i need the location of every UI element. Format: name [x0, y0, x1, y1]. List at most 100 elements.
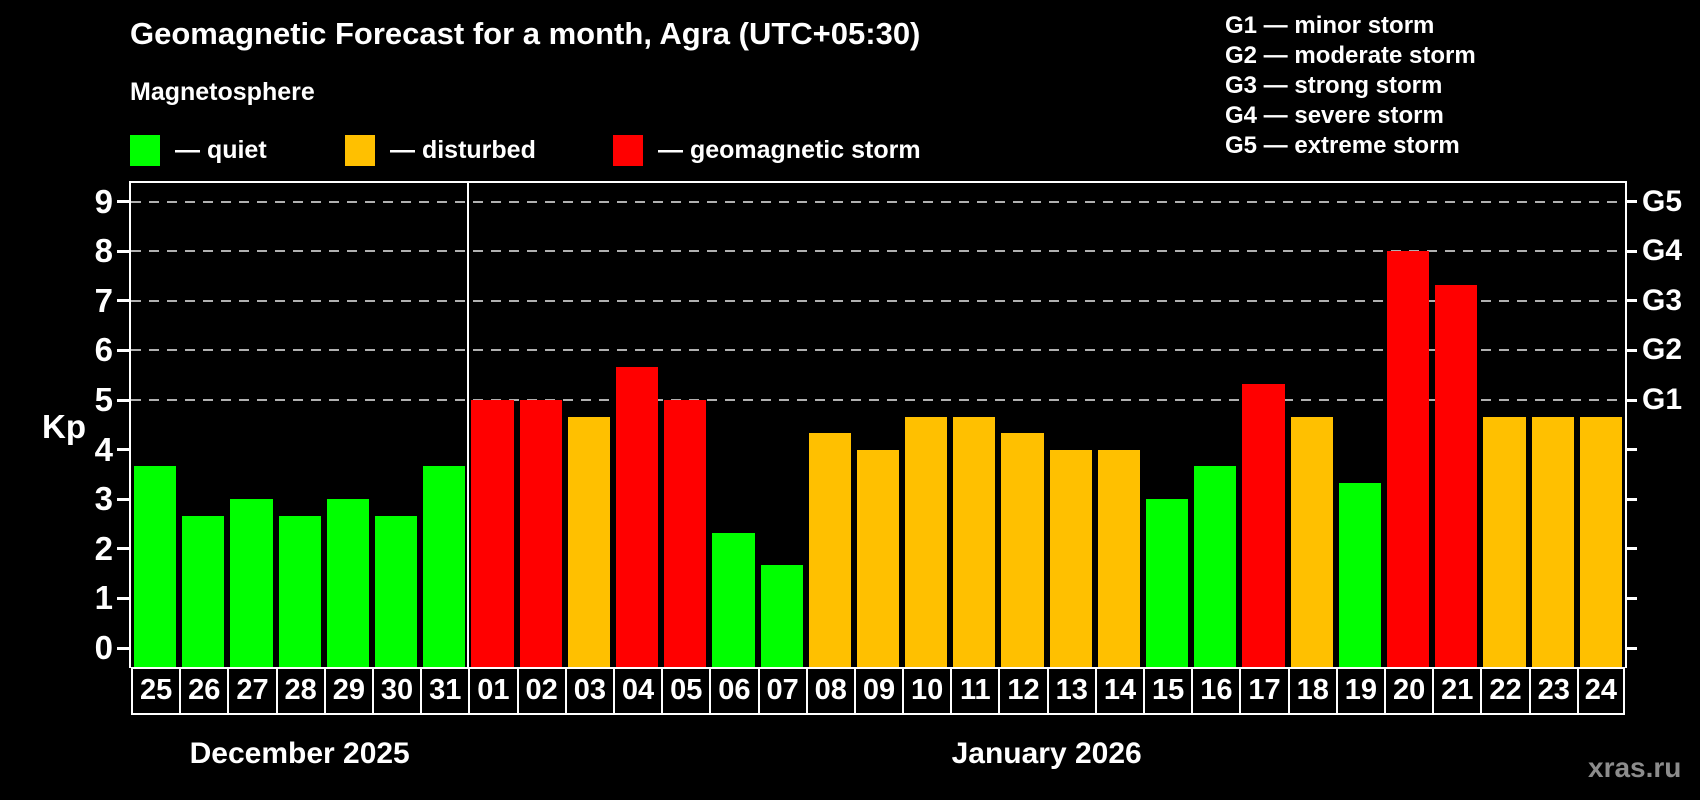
- date-box-29: 29: [323, 667, 374, 715]
- g-axis-label-g1: G1: [1642, 383, 1683, 416]
- kp-bar-day-28: [278, 515, 321, 668]
- g-scale-legend: G1 — minor storm G2 — moderate storm G3 …: [1225, 11, 1476, 161]
- kp-bar-day-12: [1001, 433, 1044, 668]
- right-tick-9: [1625, 200, 1637, 204]
- plot-area: 0 1 2 3 4 5 6 7 8 9 G1 G2 G3 G4 G5: [95, 181, 1682, 668]
- kp-bar-day-25: [134, 466, 177, 668]
- left-tick-6: [117, 348, 129, 352]
- kp-bar-day-09: [856, 449, 900, 668]
- kp-bar-day-06: [712, 532, 755, 668]
- left-tick-2: [117, 547, 129, 551]
- y-tick-label-5: 5: [94, 381, 113, 418]
- y-tick-label-9: 9: [94, 182, 113, 220]
- kp-bar-day-08: [808, 433, 851, 668]
- date-box-23: 23: [1528, 667, 1579, 715]
- date-box-19: 19: [1335, 667, 1387, 715]
- gridline-kp7: [131, 299, 1625, 302]
- g-axis-label-g3: G3: [1642, 283, 1683, 317]
- date-box-21: 21: [1432, 667, 1483, 715]
- kp-bar-day-10: [905, 416, 948, 668]
- plot-frame-left: [129, 181, 131, 668]
- plot-frame-top: [129, 181, 1627, 183]
- g3-legend-line: G3 — strong storm: [1225, 72, 1443, 99]
- left-tick-3: [117, 497, 129, 501]
- left-tick-7: [117, 299, 129, 303]
- kp-bar-day-04: [615, 366, 659, 668]
- date-box-03: 03: [564, 667, 615, 715]
- g4-legend-line: G4 — severe storm: [1225, 102, 1444, 129]
- kp-bar-day-20: [1387, 251, 1430, 668]
- chart-title: Geomagnetic Forecast for a month, Agra (…: [130, 16, 921, 51]
- date-box-24: 24: [1576, 667, 1625, 715]
- date-box-07: 07: [757, 667, 808, 715]
- date-box-10: 10: [902, 667, 953, 715]
- kp-bar-day-24: [1579, 416, 1622, 668]
- date-box-13: 13: [1046, 667, 1097, 715]
- date-box-12: 12: [998, 667, 1049, 715]
- date-box-14: 14: [1094, 667, 1146, 715]
- date-box-15: 15: [1143, 667, 1194, 715]
- legend-item-storm: — geomagnetic storm: [613, 134, 921, 166]
- g-axis-label-g4: G4: [1642, 234, 1683, 268]
- storm-color-swatch: [613, 134, 643, 166]
- date-box-28: 28: [275, 667, 326, 715]
- date-box-22: 22: [1480, 667, 1531, 715]
- right-tick-8: [1625, 249, 1637, 253]
- left-tick-8: [117, 249, 129, 253]
- month-label-december: December 2025: [189, 737, 410, 770]
- kp-bar-day-17: [1242, 383, 1285, 668]
- left-tick-1: [117, 596, 129, 600]
- date-box-26: 26: [179, 667, 230, 715]
- kp-bar-day-30: [374, 515, 418, 668]
- y-tick-label-6: 6: [94, 331, 113, 369]
- left-tick-0: [117, 646, 129, 650]
- gridline-kp6: [131, 349, 1625, 352]
- kp-bar-day-14: [1097, 449, 1141, 668]
- date-box-16: 16: [1191, 667, 1242, 715]
- kp-bar-day-02: [519, 400, 562, 668]
- date-box-20: 20: [1384, 667, 1435, 715]
- right-tick-0: [1625, 646, 1637, 650]
- right-tick-7: [1625, 299, 1637, 303]
- date-box-01: 01: [468, 667, 519, 715]
- g1-legend-line: G1 — minor storm: [1225, 12, 1435, 39]
- date-box-11: 11: [950, 667, 1001, 715]
- g-axis-label-g2: G2: [1642, 333, 1683, 367]
- legend-item-quiet: — quiet: [130, 134, 267, 166]
- y-tick-label-3: 3: [94, 480, 113, 518]
- date-box-05: 05: [661, 667, 712, 715]
- kp-bar-day-16: [1194, 466, 1237, 668]
- kp-bar-day-11: [953, 416, 996, 668]
- kp-bar-day-21: [1435, 284, 1478, 668]
- date-box-04: 04: [612, 667, 664, 715]
- y-tick-label-1: 1: [94, 579, 113, 617]
- legend-item-disturbed: — disturbed: [345, 134, 536, 166]
- plot-frame-right: [1625, 181, 1627, 668]
- gridline-kp8: [131, 250, 1625, 253]
- g5-legend-line: G5 — extreme storm: [1225, 132, 1460, 159]
- left-tick-4: [117, 448, 129, 452]
- y-tick-label-8: 8: [94, 232, 113, 270]
- date-box-08: 08: [805, 667, 856, 715]
- kp-bar-day-13: [1049, 449, 1092, 668]
- gridline-kp9: [131, 200, 1625, 203]
- kp-bar-day-07: [760, 565, 803, 668]
- y-tick-label-7: 7: [94, 281, 113, 319]
- legend-label-storm: — geomagnetic storm: [658, 135, 921, 164]
- right-tick-3: [1625, 497, 1637, 501]
- kp-bar-day-26: [182, 515, 225, 668]
- chart-subtitle: Magnetosphere: [130, 78, 315, 106]
- right-tick-6: [1625, 348, 1637, 352]
- date-box-31: 31: [420, 667, 471, 715]
- g-axis-label-g5: G5: [1642, 184, 1683, 218]
- date-axis: 25 26 27 28 29 30 31 01 02 03 04 05 06 07 08 09 10 11 12 13…: [131, 667, 1625, 715]
- date-box-02: 02: [516, 667, 567, 715]
- right-tick-2: [1625, 547, 1637, 551]
- left-tick-5: [117, 398, 129, 402]
- date-box-09: 09: [853, 667, 905, 715]
- right-tick-5: [1625, 398, 1637, 402]
- kp-bar-day-27: [230, 499, 273, 668]
- date-box-30: 30: [371, 667, 423, 715]
- y-tick-label-2: 2: [94, 529, 113, 567]
